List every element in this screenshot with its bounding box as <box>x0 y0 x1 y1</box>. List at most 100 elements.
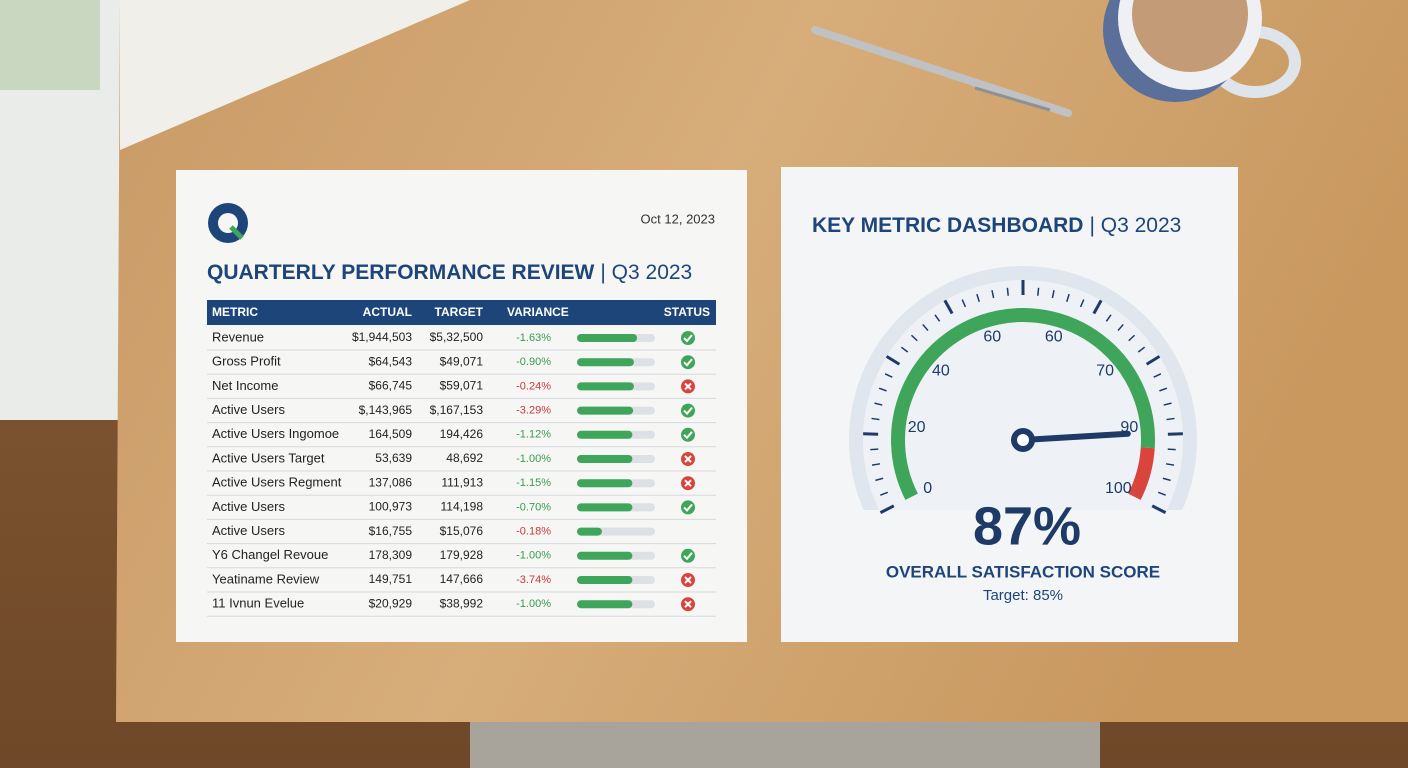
gauge-tick <box>1165 463 1175 466</box>
actual-cell: $64,543 <box>369 354 413 368</box>
status-cross <box>684 576 692 584</box>
gauge-tick <box>871 417 880 421</box>
gauge-tick <box>1105 314 1112 322</box>
variance-cell: -0.18% <box>516 526 551 538</box>
actual-cell: 137,086 <box>369 475 413 489</box>
dashboard-title-main: KEY METRIC DASHBOARD <box>812 214 1083 237</box>
gauge-tick <box>922 323 929 331</box>
variance-cell: -0.90% <box>516 356 551 368</box>
gauge-tick <box>934 314 941 322</box>
metric-cell: Active Users <box>212 402 285 417</box>
gauge-tick <box>961 299 967 308</box>
chair <box>470 720 1100 768</box>
progress-bar <box>577 455 633 463</box>
report-title-main: QUARTERLY PERFORMANCE REVIEW <box>207 261 595 284</box>
target-cell: $49,071 <box>440 354 484 368</box>
actual-cell: $16,755 <box>369 524 413 538</box>
gauge-band <box>1128 447 1155 500</box>
gauge-tick <box>1145 355 1161 366</box>
progress-bar <box>577 479 633 488</box>
gauge-tick <box>943 299 954 315</box>
gauge-tick <box>1153 373 1162 378</box>
logo-tail <box>229 225 244 240</box>
gauge-tick <box>1066 293 1070 302</box>
gauge-scale-label: 60 <box>1045 329 1063 346</box>
target-cell: 194,426 <box>440 427 484 441</box>
actual-cell: $1,944,503 <box>352 330 412 344</box>
metric-cell: Active Users Target <box>212 450 325 465</box>
actual-cell: $20,929 <box>369 596 413 610</box>
gauge-tick <box>1166 417 1175 421</box>
gauge-tick <box>991 290 995 299</box>
actual-cell: 100,973 <box>369 500 413 514</box>
gauge-scale-label: 60 <box>983 329 1001 346</box>
progress-bar <box>577 600 633 609</box>
metric-cell: Gross Profit <box>212 354 281 369</box>
status-ok <box>681 355 695 370</box>
gauge-tick <box>1051 290 1055 299</box>
metric-cell: Yeatiname Review <box>212 571 320 586</box>
actual-cell: 149,751 <box>369 572 413 586</box>
actual-cell: 178,309 <box>369 548 413 562</box>
status-ok <box>681 500 695 515</box>
gauge-tick <box>885 355 901 366</box>
report-period: | Q3 2023 <box>600 261 692 284</box>
gauge-tick <box>879 504 895 514</box>
target-cell: $,167,153 <box>430 403 484 417</box>
mug <box>1103 0 1301 102</box>
status-ok <box>681 427 695 442</box>
metric-cell: 11 Ivnun Evelue <box>212 596 304 611</box>
table-header-cell: VARIANCE <box>507 305 569 319</box>
status-check <box>683 552 693 561</box>
progress-bar <box>577 406 634 415</box>
target-cell: $38,992 <box>440 596 484 610</box>
gauge-tick <box>875 477 884 482</box>
gauge-scale-label: 40 <box>932 363 950 380</box>
target-cell: $15,076 <box>440 524 484 538</box>
metric-cell: Net Income <box>212 378 278 393</box>
variance-cell: -1.00% <box>516 598 551 610</box>
gauge-target: Target: 85% <box>983 587 1063 604</box>
pen <box>811 26 1072 117</box>
gauge-tick <box>976 293 980 302</box>
gauge-scale-label: 70 <box>1096 363 1114 380</box>
status-check <box>683 358 693 367</box>
metric-cell: Y6 Changel Revoue <box>212 547 328 562</box>
dashboard-title: KEY METRIC DASHBOARD | Q3 2023 <box>812 214 1181 237</box>
status-ok <box>681 403 695 418</box>
variance-cell: -0.24% <box>516 380 551 392</box>
report-sheet <box>176 170 747 642</box>
gauge-tick <box>1128 334 1136 342</box>
target-cell: 179,928 <box>440 548 484 562</box>
gauge-scale-label: 0 <box>923 480 932 497</box>
gauge-caption: OVERALL SATISFACTION SCORE <box>886 562 1160 581</box>
actual-cell: $,143,965 <box>359 403 413 417</box>
progress-bar <box>577 551 633 560</box>
target-cell: 48,692 <box>446 451 483 465</box>
gauge-hub-center <box>1017 434 1029 446</box>
status-cross <box>684 479 692 487</box>
gauge-tick <box>1159 387 1168 392</box>
table-header-cell: TARGET <box>435 305 484 319</box>
status-check <box>683 406 693 416</box>
status-check <box>683 431 693 440</box>
table-header <box>207 300 716 325</box>
actual-cell: $66,745 <box>369 379 413 393</box>
table-header-cell: ACTUAL <box>363 305 412 319</box>
gauge-tick <box>1162 477 1171 482</box>
gauge-needle <box>1020 430 1131 443</box>
report-title: QUARTERLY PERFORMANCE REVIEW | Q3 2023 <box>207 261 692 284</box>
gauge-tick <box>880 491 889 496</box>
gauge-tick <box>1079 299 1085 308</box>
progress-bar <box>577 527 602 536</box>
logo <box>208 203 248 243</box>
progress-bar <box>577 503 633 512</box>
variance-cell: -1.63% <box>516 332 551 344</box>
gauge-band <box>891 308 1155 500</box>
status-cross <box>684 382 692 391</box>
gauge-tick <box>1157 491 1166 496</box>
window-view <box>0 0 100 90</box>
report-date: Oct 12, 2023 <box>641 211 715 226</box>
variance-cell: -1.15% <box>516 477 551 489</box>
